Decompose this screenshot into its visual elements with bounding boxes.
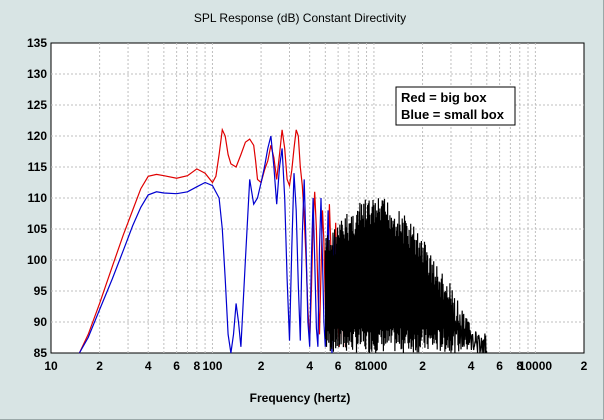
x-tick-label: 6 [173, 359, 180, 373]
y-tick-label: 120 [27, 129, 47, 143]
x-tick-label: 8 [193, 359, 200, 373]
chart-title: SPL Response (dB) Constant Directivity [194, 11, 406, 25]
y-tick-label: 115 [28, 160, 48, 174]
x-tick-label: 4 [306, 359, 313, 373]
legend-line-red: Red = big box [401, 90, 487, 105]
y-tick-label: 125 [27, 98, 47, 112]
grid-lines [51, 43, 584, 353]
x-tick-label: 2 [419, 359, 426, 373]
x-tick-label: 8 [355, 359, 362, 373]
x-tick-label: 2 [258, 359, 265, 373]
y-tick-label: 110 [28, 191, 48, 205]
series-line-2 [324, 198, 488, 354]
y-tick-label: 90 [34, 315, 48, 329]
x-tick-label: 10000 [519, 359, 553, 373]
x-tick-label: 6 [496, 359, 503, 373]
x-tick-label: 10 [44, 359, 58, 373]
series-line-0 [78, 127, 345, 354]
x-tick-label: 4 [468, 359, 475, 373]
y-tick-label: 95 [34, 284, 48, 298]
x-tick-label: 8 [516, 359, 523, 373]
x-tick-label: 2 [96, 359, 103, 373]
y-tick-label: 85 [34, 346, 48, 360]
series-line-1 [78, 135, 337, 354]
x-tick-label: 100 [202, 359, 222, 373]
y-tick-label: 105 [27, 222, 47, 236]
y-tick-label: 135 [27, 36, 47, 50]
legend: Red = big box Blue = small box [395, 86, 516, 126]
legend-line-blue: Blue = small box [401, 107, 505, 122]
y-axis: 85 90 95 100 105 110 115 120 125 130 135 [27, 36, 47, 360]
y-tick-label: 130 [27, 67, 47, 81]
x-tick-label: 6 [335, 359, 342, 373]
y-tick-label: 100 [27, 253, 47, 267]
x-axis-label: Frequency (hertz) [250, 391, 351, 405]
legend-box [395, 86, 516, 126]
x-tick-label: 4 [145, 359, 152, 373]
x-tick-label: 2 [581, 359, 588, 373]
x-tick-label: 1000 [361, 359, 388, 373]
series-layer [78, 127, 488, 354]
